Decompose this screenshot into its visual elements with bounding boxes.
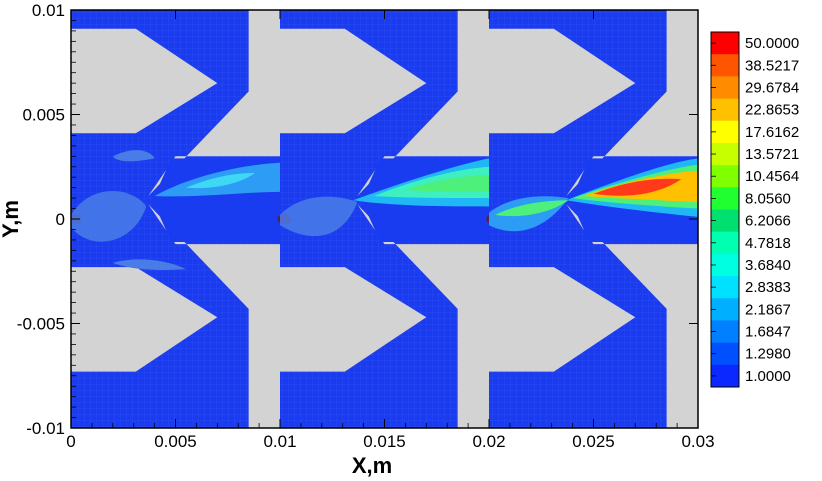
colorbar-label: 1.0000 [745, 368, 791, 385]
solid-regions [71, 10, 698, 428]
colorbar-swatch [711, 54, 739, 77]
colorbar-swatch [711, 120, 739, 144]
colorbar-label: 13.5721 [745, 146, 799, 163]
colorbar-label: 17.6162 [745, 124, 799, 141]
colorbar-label: 1.6847 [745, 324, 791, 341]
upper-insert [71, 28, 218, 134]
y-tick-label: -0.01 [26, 419, 65, 438]
colorbar-label: 2.8383 [745, 279, 791, 296]
y-tick-label: 0.01 [32, 1, 65, 20]
x-tick-label: 0.01 [263, 432, 296, 451]
lower-wall [357, 204, 489, 428]
colorbar-swatch [711, 98, 739, 122]
plume-contours [71, 150, 698, 270]
upper-wall [566, 10, 698, 197]
colorbar-label: 38.5217 [745, 57, 799, 74]
x-tick-label: 0.025 [572, 432, 615, 451]
colorbar-frame [710, 31, 740, 388]
panel-1-solids [71, 10, 280, 428]
lower-insert [489, 267, 636, 372]
colorbar-swatch [711, 165, 739, 188]
colorbar-label: 22.8653 [745, 102, 799, 119]
lower-insert [71, 267, 218, 372]
colorbar-swatch [711, 320, 739, 344]
panel-1-plume [71, 150, 280, 270]
jet-core [185, 173, 255, 189]
near-field-blob [71, 191, 147, 242]
x-tick-label: 0.015 [363, 432, 406, 451]
upper-insert [489, 28, 636, 134]
colorbar-label: 29.6784 [745, 79, 799, 96]
x-tick-label: 0.02 [472, 432, 505, 451]
near-field-blob [280, 196, 358, 237]
y-tick-label: -0.005 [17, 315, 65, 334]
lower-insert [280, 267, 427, 372]
colorbar-legend: 50.0000 38.5217 29.6784 22.8653 17.6162 13.57… [710, 31, 799, 388]
upper-eddy [112, 150, 155, 162]
colorbar-swatch [711, 253, 739, 277]
lower-wall [566, 204, 698, 428]
jet-core [405, 175, 489, 192]
colorbar-label: 8.0560 [745, 190, 791, 207]
colorbar-label: 50.0000 [745, 35, 799, 52]
upper-insert [280, 28, 427, 134]
x-axis-label: X,m [352, 453, 392, 478]
panel-2-plume [280, 158, 489, 237]
colorbar-label: 6.2066 [745, 213, 791, 230]
lower-wall [148, 204, 280, 428]
upper-wall [357, 10, 489, 197]
near-field-core [495, 200, 569, 217]
x-tick-label: 0.03 [681, 432, 714, 451]
colorbar-swatch [711, 32, 739, 55]
colorbar-label: 2.1867 [745, 301, 791, 318]
x-tick-label: 0 [66, 432, 75, 451]
colorbar-swatch [711, 76, 739, 100]
x-tick-label: 0.005 [154, 432, 197, 451]
y-axis: 0.01 0.005 0 -0.005 -0.01 [17, 1, 698, 438]
colorbar-swatch [711, 298, 739, 321]
colorbar-swatch [711, 231, 739, 255]
colorbar-label: 1.2980 [745, 346, 791, 363]
colorbar-swatch [711, 187, 739, 210]
x-axis: 0 0.005 0.01 0.015 0.02 0.025 0.03 [66, 10, 715, 451]
panel-3-plume [489, 158, 698, 232]
colorbar-label: 3.6840 [745, 257, 791, 274]
y-axis-label: Y,m [0, 200, 23, 238]
colorbar-label: 10.4564 [745, 168, 799, 185]
colorbar-swatch [711, 209, 739, 233]
colorbar-label: 4.7818 [745, 235, 791, 252]
colorbar-swatch [711, 364, 739, 388]
upper-wall [148, 10, 280, 197]
plot-area [71, 10, 698, 428]
colorbar-swatch [711, 342, 739, 366]
lower-eddy [112, 259, 186, 270]
y-tick-label: 0 [56, 210, 65, 229]
y-tick-label: 0.005 [22, 106, 65, 125]
colorbar-swatch [711, 276, 739, 299]
jet-core [593, 178, 682, 196]
colorbar-swatch [711, 142, 739, 166]
